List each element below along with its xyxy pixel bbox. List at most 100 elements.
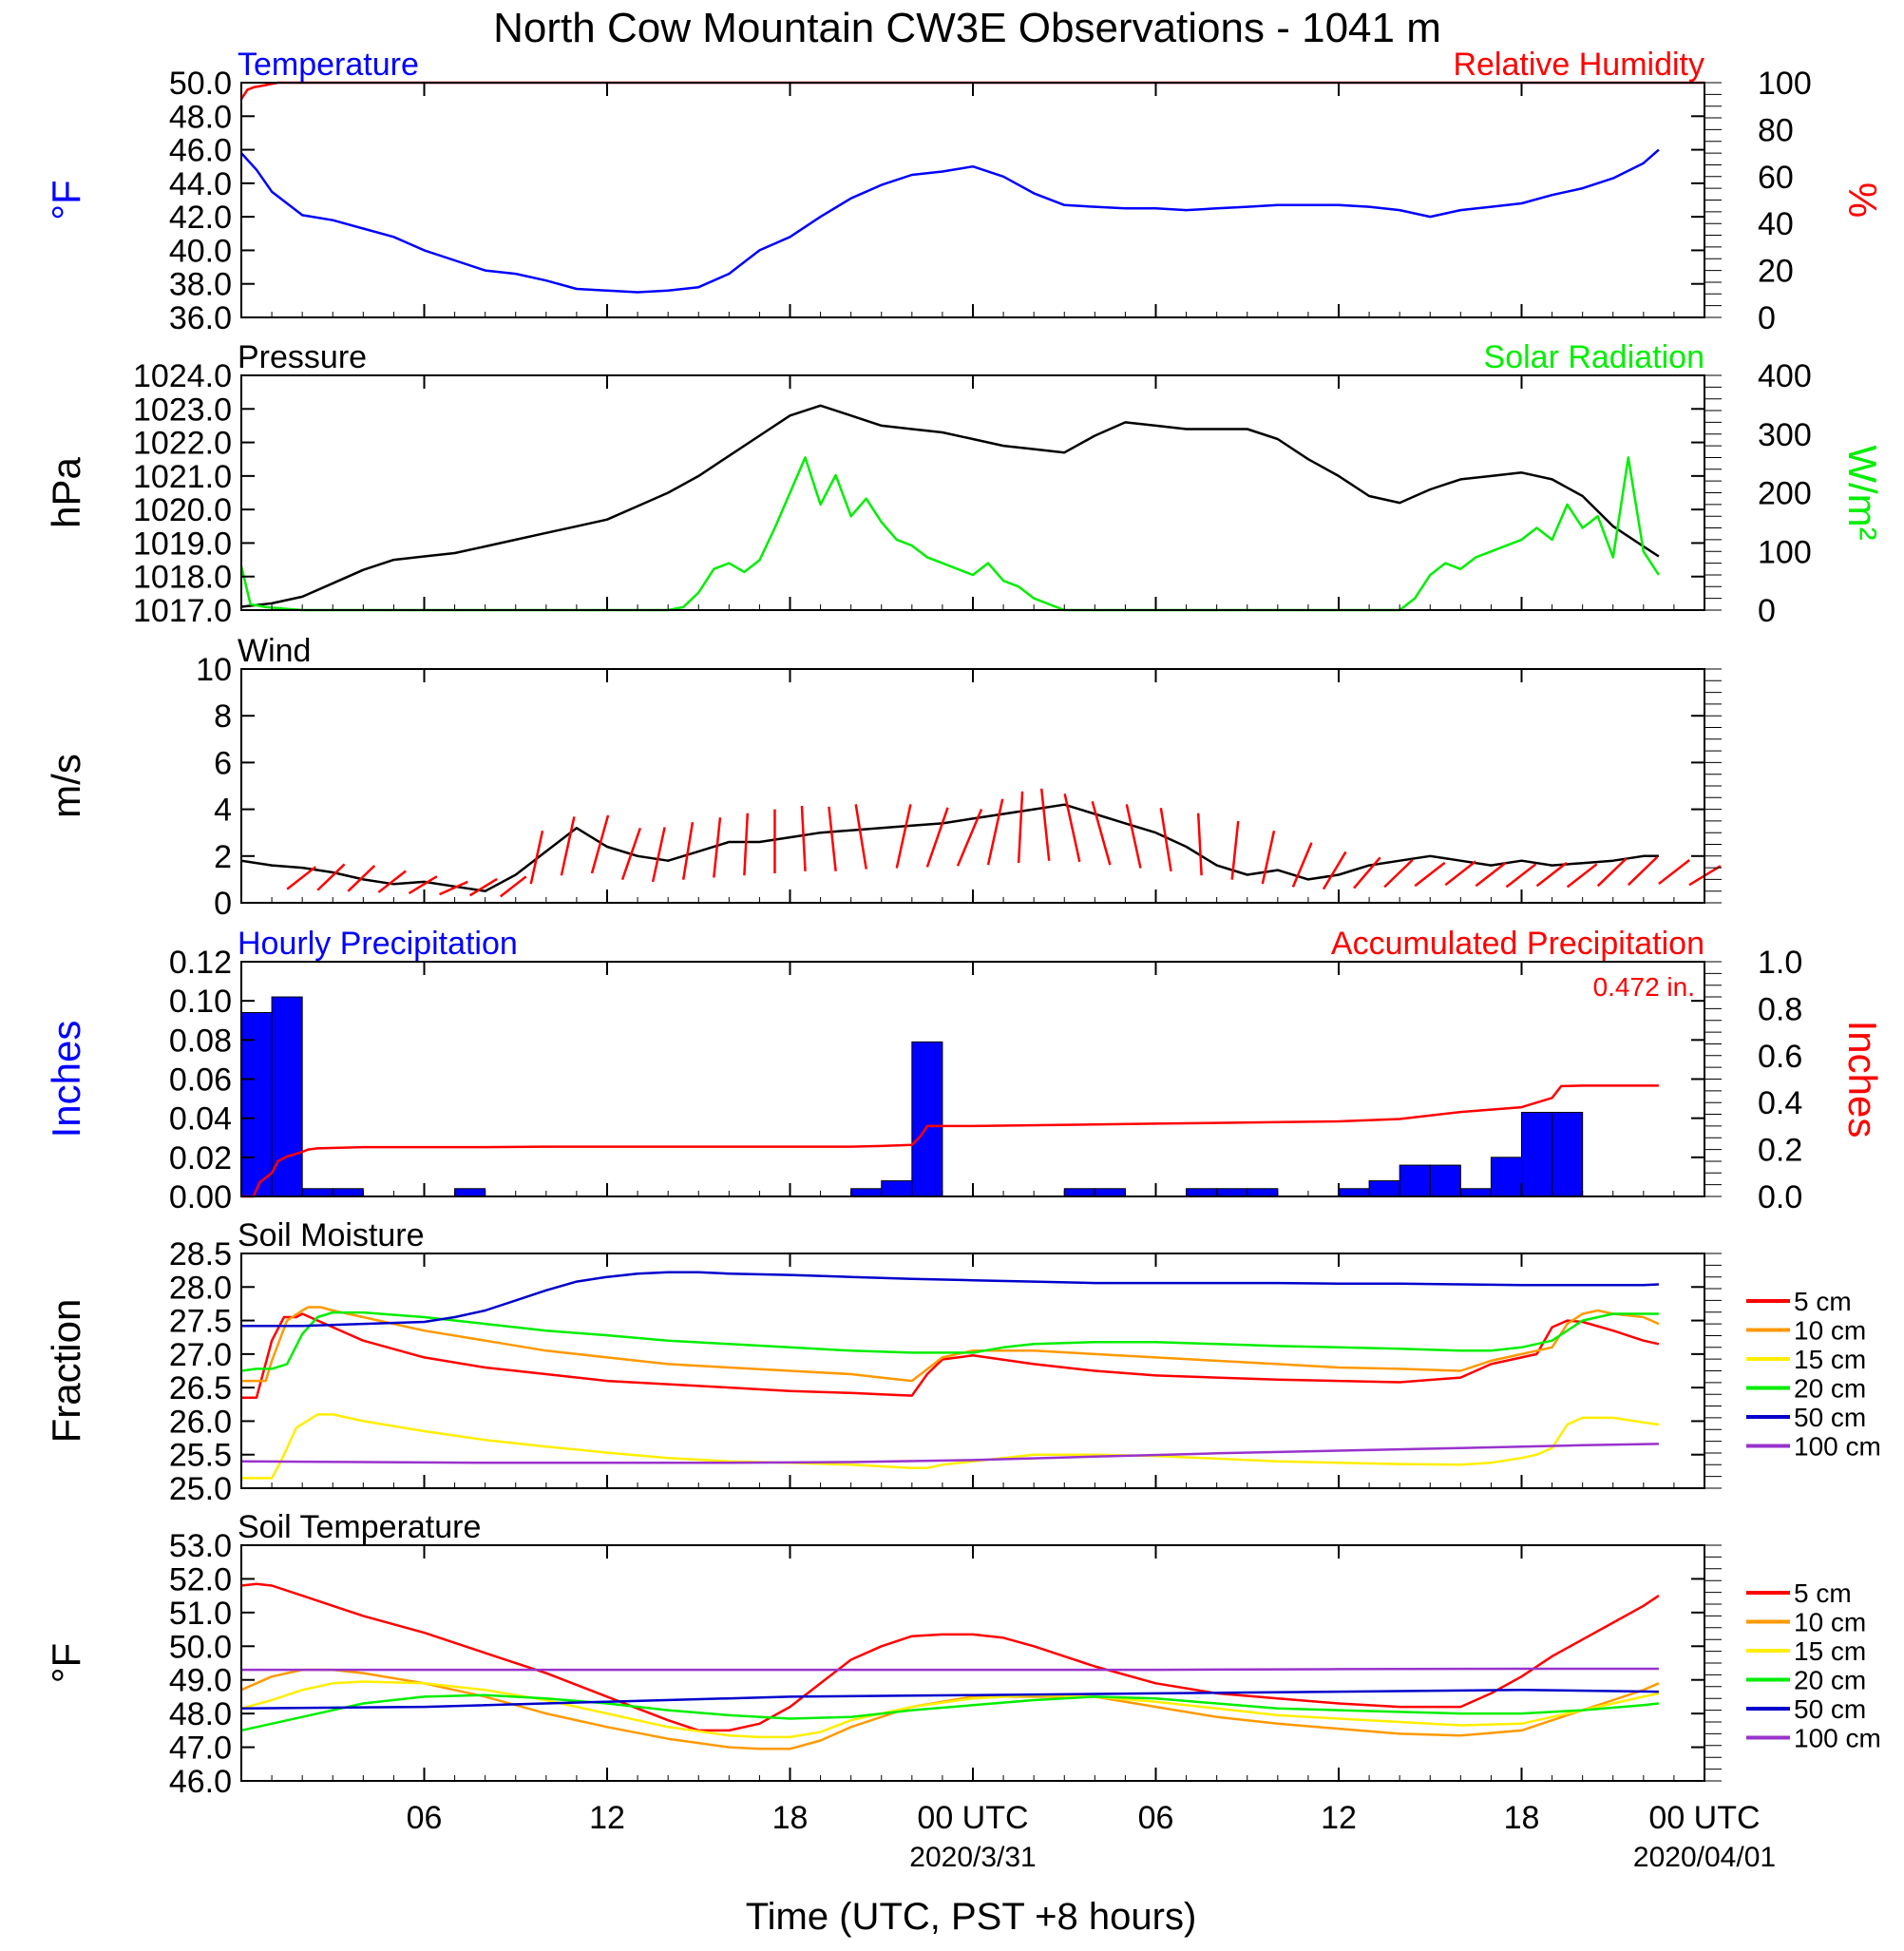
wind-barb (468, 877, 498, 897)
y-tick-label: 1023.0 (133, 392, 232, 428)
legend-label: 5 cm (1794, 1578, 1852, 1608)
wind-barb (408, 875, 438, 895)
y-tick-label-right: 200 (1758, 476, 1812, 512)
wind-barb (1322, 851, 1347, 890)
plot-frame (240, 961, 1705, 1197)
y-tick-label-right: 300 (1758, 417, 1812, 453)
x-tick-label: 12 (589, 1800, 625, 1836)
y-tick-label: 1017.0 (133, 593, 232, 629)
y-tick-label: 27.0 (169, 1337, 232, 1373)
wind-barb (1125, 804, 1142, 869)
panel-4: 0.000.020.040.060.080.100.12 0.0 0.2 0.4 0.6… (44, 926, 1885, 1215)
y-tick-label: 4 (214, 793, 232, 829)
precip-bar (1490, 1157, 1522, 1197)
precip-bar (454, 1188, 486, 1197)
series-line (241, 1312, 1660, 1399)
plot-frame (240, 668, 1705, 904)
series-line (240, 404, 1660, 608)
y-tick-label-right: 100 (1758, 534, 1812, 570)
x-tick-label: 18 (1504, 1800, 1540, 1836)
precip-bar (1063, 1188, 1095, 1197)
wind-barb (1159, 807, 1172, 871)
y-tick-label-right: 0.0 (1758, 1179, 1802, 1215)
y-tick-label: 42.0 (169, 200, 232, 236)
precip-bar (1094, 1188, 1126, 1197)
precip-bar (1399, 1164, 1431, 1197)
wind-barb (743, 813, 750, 876)
precip-bar (1216, 1188, 1248, 1197)
wind-barb (1039, 788, 1051, 861)
x-tick-label: 12 (1321, 1800, 1357, 1836)
x-date-label: 2020/04/01 (1633, 1842, 1776, 1873)
y-axis-label-right: W/m² (1840, 445, 1885, 540)
precip-bar (332, 1188, 364, 1197)
x-date-label: 2020/3/31 (909, 1842, 1036, 1873)
y-tick-label-right: 40 (1758, 206, 1794, 242)
legend-label: 5 cm (1794, 1287, 1852, 1316)
wind-barb (439, 880, 468, 896)
wind-barb (1505, 863, 1537, 889)
series-line (240, 1310, 1659, 1372)
wind-barb (1230, 820, 1240, 880)
series-line (240, 1582, 1660, 1732)
series-line (240, 803, 1659, 892)
y-tick-label-right: 100 (1758, 66, 1812, 102)
series-line (240, 1693, 1660, 1732)
wind-barb (713, 817, 722, 878)
y-tick-label: 0.06 (169, 1062, 232, 1099)
y-tick-label: 0.10 (169, 984, 232, 1020)
wind-barb (651, 827, 666, 883)
panel-title-left: Soil Moisture (238, 1217, 425, 1253)
series-line (241, 1667, 1659, 1672)
x-axis-label: Time (UTC, PST +8 hours) (746, 1896, 1197, 1938)
panel-title-left: Soil Temperature (238, 1509, 481, 1545)
y-tick-label: 0.00 (169, 1179, 232, 1215)
legend-label: 15 cm (1794, 1636, 1866, 1666)
legend-label: 10 cm (1794, 1316, 1866, 1346)
wind-barb (620, 828, 642, 881)
wind-barb (1444, 860, 1476, 887)
y-tick-label: 48.0 (169, 1696, 232, 1732)
panel-2: 1017.01018.01019.01020.01021.01022.01023… (44, 339, 1885, 629)
y-tick-label-right: 0.4 (1758, 1085, 1802, 1121)
y-tick-label: 28.0 (169, 1270, 232, 1306)
precip-bar (1552, 1111, 1584, 1197)
y-tick-label: 0.08 (169, 1023, 232, 1059)
y-tick-label: 0.02 (169, 1140, 232, 1176)
y-tick-label: 10 (196, 652, 232, 688)
y-tick-label: 53.0 (169, 1528, 232, 1564)
panel-title-right: Accumulated Precipitation (1331, 926, 1704, 962)
y-axis-label-left: hPa (44, 456, 88, 527)
y-tick-label: 0 (214, 886, 232, 922)
y-tick-label: 1020.0 (133, 492, 232, 528)
panel-title-left: Temperature (238, 47, 419, 83)
x-tick-label: 00 UTC (1648, 1800, 1760, 1836)
wind-barb (1383, 858, 1414, 889)
precip-bar (1338, 1188, 1370, 1197)
y-tick-label-right: 80 (1758, 112, 1794, 148)
y-tick-label-right: 20 (1758, 254, 1794, 290)
wind-barb (800, 805, 807, 871)
y-tick-label: 38.0 (169, 267, 232, 303)
y-tick-label: 46.0 (169, 1764, 232, 1800)
wind-barb (316, 863, 346, 891)
y-tick-label: 27.5 (169, 1304, 232, 1340)
precip-bar (1186, 1188, 1218, 1197)
precip-bar (911, 1041, 943, 1197)
wind-barb (1475, 861, 1507, 888)
legend-label: 100 cm (1794, 1724, 1881, 1753)
y-axis-label-left: °F (44, 180, 88, 220)
y-tick-label: 6 (214, 745, 232, 781)
y-tick-label: 46.0 (169, 133, 232, 169)
chart-title: North Cow Mountain CW3E Observations - 1… (493, 5, 1441, 51)
y-axis-label-left: °F (44, 1643, 88, 1683)
y-axis-label-left: Fraction (44, 1299, 88, 1444)
y-tick-label: 50.0 (169, 66, 232, 102)
y-tick-label: 44.0 (169, 166, 232, 202)
y-tick-label: 26.0 (169, 1404, 232, 1440)
wind-barb (854, 804, 867, 870)
wind-barb (828, 806, 837, 871)
precip-bar (1459, 1188, 1492, 1197)
